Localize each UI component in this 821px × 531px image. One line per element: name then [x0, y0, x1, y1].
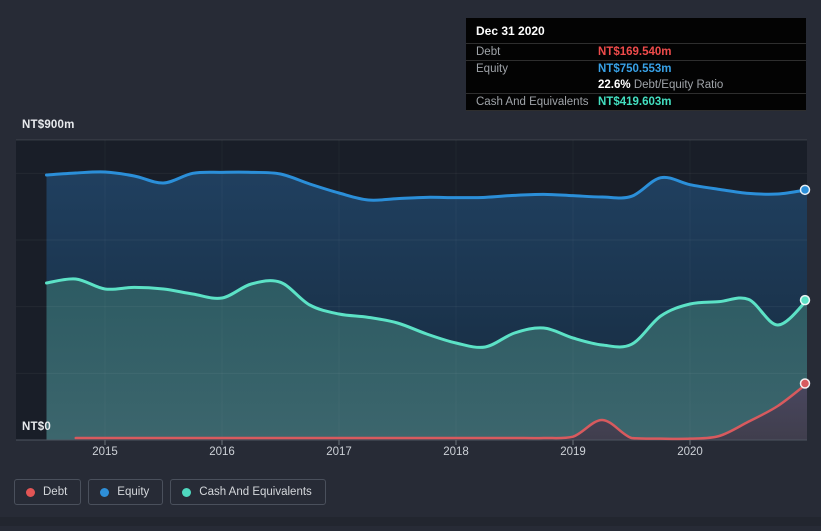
legend-debt-label: Debt [43, 486, 68, 498]
x-axis-label-2016: 2016 [209, 446, 235, 458]
y-axis-label-max: NT$900m [22, 119, 75, 131]
tooltip-row-ratio: 22.6% Debt/Equity Ratio [466, 77, 806, 94]
tooltip-ratio: 22.6% Debt/Equity Ratio [598, 79, 723, 91]
tooltip-ratio-label: Debt/Equity Ratio [633, 79, 724, 91]
y-axis-label-zero: NT$0 [22, 421, 51, 433]
x-axis-label-2020: 2020 [677, 446, 703, 458]
chart-legend: Debt Equity Cash And Equivalents [14, 479, 326, 505]
tooltip-row-debt: Debt NT$169.540m [466, 44, 806, 61]
tooltip-row-equity: Equity NT$750.553m [466, 61, 806, 77]
x-axis-label-2015: 2015 [92, 446, 118, 458]
legend-equity-label: Equity [117, 486, 150, 498]
legend-item-equity[interactable]: Equity [88, 479, 164, 505]
tooltip-row-cash: Cash And Equivalents NT$419.603m [466, 94, 806, 110]
legend-cash-label: Cash And Equivalents [199, 486, 312, 498]
tooltip-debt-label: Debt [476, 46, 501, 58]
tooltip-cash-label: Cash And Equivalents [476, 96, 589, 108]
x-axis-label-2018: 2018 [443, 446, 469, 458]
legend-item-cash[interactable]: Cash And Equivalents [170, 479, 326, 505]
x-axis-label-2019: 2019 [560, 446, 586, 458]
x-axis-label-2017: 2017 [326, 446, 352, 458]
debt-legend-dot-icon [26, 487, 35, 497]
equity-legend-dot-icon [100, 487, 110, 497]
tooltip-equity-value: NT$750.553m [598, 63, 672, 75]
tooltip-equity-label: Equity [476, 63, 508, 75]
bottom-bar [0, 517, 821, 526]
cash-legend-dot-icon [182, 487, 192, 497]
tooltip-debt-value: NT$169.540m [598, 46, 672, 58]
tooltip-ratio-value: 22.6% [598, 79, 631, 91]
tooltip-date: Dec 31 2020 [466, 18, 806, 44]
chart-tooltip: Dec 31 2020 Debt NT$169.540m Equity NT$7… [466, 18, 806, 111]
legend-item-debt[interactable]: Debt [14, 479, 82, 505]
tooltip-cash-value: NT$419.603m [598, 96, 672, 108]
